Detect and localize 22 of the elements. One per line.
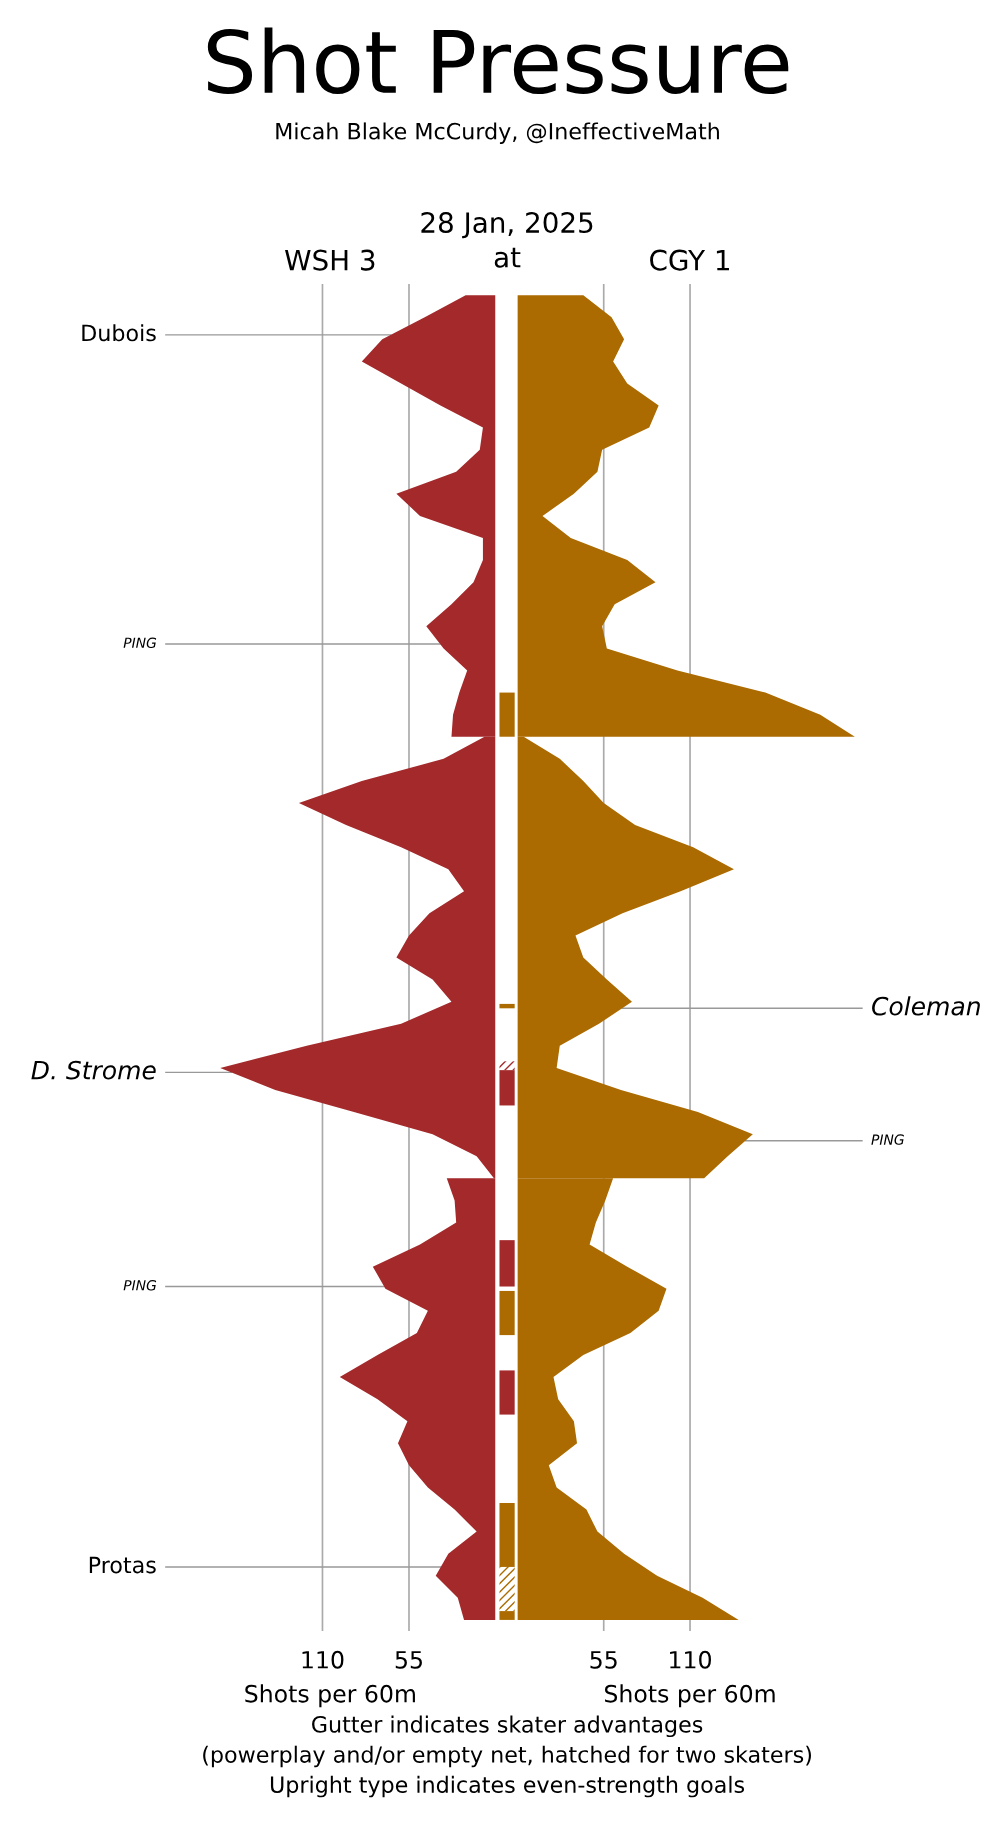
x-tick-label: 110: [670, 1650, 711, 1669]
x-axis-title: Shots per 60m: [245, 1684, 415, 1708]
x-tick-label: 55: [590, 1651, 617, 1669]
text: CGY 1: [650, 249, 729, 271]
text: D. Strome: [31, 1060, 156, 1080]
text: WSH 3: [285, 249, 375, 271]
chart-title: Shot Pressure: [207, 27, 789, 95]
text: Protas: [89, 1556, 156, 1574]
text: PING: [871, 1134, 904, 1145]
text: Coleman: [872, 996, 980, 1016]
x-tick-label: 55: [395, 1651, 422, 1669]
text: Gutter indicates skater advantages: [312, 1715, 703, 1738]
text: PING: [123, 637, 157, 649]
text: Upright type indicates even-strength goals: [270, 1775, 745, 1798]
chart-subtitle: Micah Blake McCurdy, @IneffectiveMath: [276, 122, 719, 144]
text: 28 Jan, 2025: [421, 212, 593, 239]
text: (powerplay and/or empty net, hatched for two skaters): [203, 1745, 811, 1768]
x-axis-title: Shots per 60m: [604, 1684, 775, 1708]
text: at: [494, 247, 521, 268]
x-tick-label: 110: [302, 1650, 344, 1669]
text: Dubois: [82, 324, 156, 342]
text: PING: [123, 1280, 157, 1291]
